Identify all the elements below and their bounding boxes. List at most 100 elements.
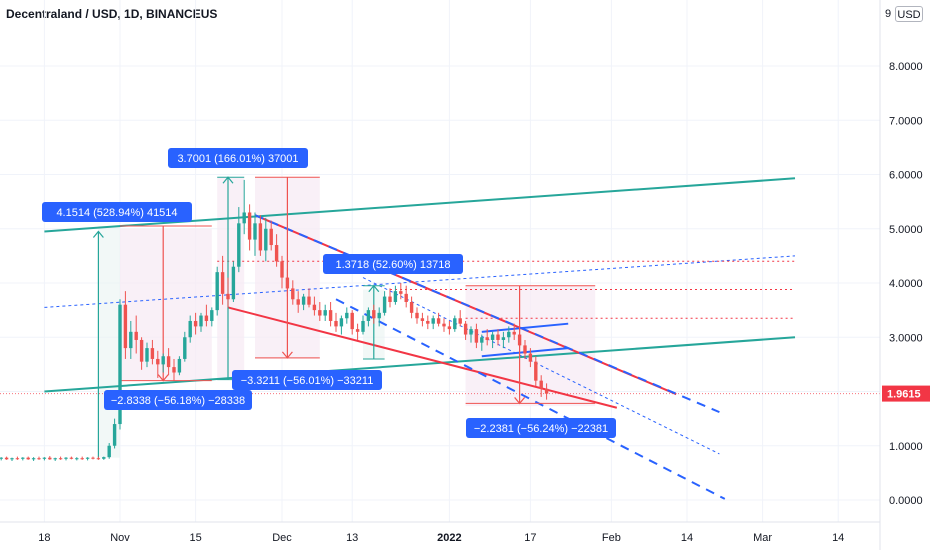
wedge-lower-line [227, 306, 618, 409]
candle-body [58, 458, 63, 460]
candle-body [204, 315, 209, 321]
candle-body [269, 228, 273, 246]
candle-body [361, 320, 365, 332]
candle-body [328, 310, 333, 321]
price-tick-label: 9 [885, 8, 891, 20]
candle-body [285, 277, 290, 289]
price-tick-label: 7.0000 [889, 115, 923, 127]
candle-body [382, 296, 387, 313]
candle-body [37, 458, 41, 460]
candle-body [118, 304, 122, 425]
candle-body [372, 310, 376, 319]
time-tick-label: Mar [753, 532, 772, 544]
measure-box-down-1 [120, 228, 212, 381]
price-tick-label: 1.0000 [889, 441, 923, 453]
time-tick-label: Feb [602, 532, 621, 544]
measure-box-up-1 [98, 226, 120, 458]
candle-body [436, 318, 441, 324]
candle-body [388, 296, 392, 302]
candle-body [91, 457, 95, 459]
candle-body [237, 223, 241, 267]
candle-body [490, 334, 495, 340]
candle-body [139, 339, 144, 362]
candle-body [123, 304, 128, 349]
candle-body [10, 458, 14, 460]
candle-body [312, 304, 317, 311]
candle-body [426, 320, 430, 324]
price-tick-label: 3.0000 [889, 332, 923, 344]
projection-mid-dotted [362, 277, 720, 455]
time-tick-label: 14 [681, 532, 693, 544]
candle-body [512, 331, 516, 335]
candle-body [442, 323, 446, 327]
candle-body [534, 361, 538, 381]
last-price-value: 1.9615 [887, 389, 921, 401]
candle-body [161, 356, 165, 365]
candle-body [264, 228, 268, 251]
candle-body [415, 312, 419, 319]
candle-body [69, 457, 74, 459]
candle-body [64, 457, 68, 459]
candle-body [485, 337, 489, 340]
candle-body [350, 312, 354, 330]
measure-label-bg [42, 202, 192, 222]
candle-body [296, 299, 300, 305]
candle-body [544, 388, 549, 394]
candle-body [193, 320, 198, 327]
candle-body [172, 367, 176, 373]
candle-body [199, 315, 203, 327]
measure-label-bg [104, 390, 252, 410]
candlestick-series [0, 179, 549, 461]
candle-body [156, 358, 160, 365]
candle-body [431, 318, 435, 324]
candle-body [366, 310, 371, 321]
price-tick-label: 6.0000 [889, 170, 923, 182]
candle-body [377, 312, 381, 319]
candle-body [4, 457, 9, 460]
measure-label-text: −2.2381 (−56.24%) −22381 [474, 423, 608, 435]
price-axis: 8.00007.00006.00005.00004.00003.00002.00… [879, 0, 930, 550]
candle-body [458, 318, 462, 324]
candle-body [215, 272, 219, 311]
price-tick-label: 5.0000 [889, 224, 923, 236]
candle-body [253, 223, 257, 240]
candle-body [480, 337, 484, 343]
measure-label-bg [168, 148, 308, 168]
candle-body [0, 457, 3, 459]
price-tick-label: 8.0000 [889, 61, 923, 73]
candle-body [210, 310, 214, 321]
candle-body [463, 323, 468, 335]
projection-upper-dashed [254, 214, 720, 414]
time-tick-label: 15 [189, 532, 201, 544]
candle-body [291, 288, 295, 300]
drawing-shapes [0, 176, 880, 500]
measure-label-bg [323, 254, 463, 274]
candle-body [339, 318, 344, 327]
candle-body [31, 458, 36, 460]
currency-selector[interactable]: USD [895, 6, 923, 22]
price-tick-label: 4.0000 [889, 278, 923, 290]
candle-body [345, 312, 349, 319]
candle-body [318, 310, 322, 316]
candle-body [453, 318, 457, 330]
candle-body [85, 457, 90, 459]
candle-body [107, 445, 111, 458]
channel-upper-line [44, 177, 796, 233]
candle-body [334, 320, 338, 327]
candle-body [528, 353, 533, 362]
candle-body [42, 457, 47, 459]
measure-label-text: −3.3211 (−56.01%) −33211 [241, 375, 374, 387]
candle-body [409, 301, 414, 313]
candle-body [507, 331, 511, 338]
candle-body [48, 457, 52, 460]
time-tick-label: 14 [832, 532, 844, 544]
channel-lower-line [44, 336, 796, 393]
measure-label-bg [232, 370, 382, 390]
candle-body [420, 318, 425, 321]
candle-body [75, 458, 79, 460]
candle-body [96, 458, 101, 460]
candle-body [112, 424, 117, 446]
time-tick-label: Dec [272, 532, 292, 544]
candle-body [539, 380, 543, 389]
